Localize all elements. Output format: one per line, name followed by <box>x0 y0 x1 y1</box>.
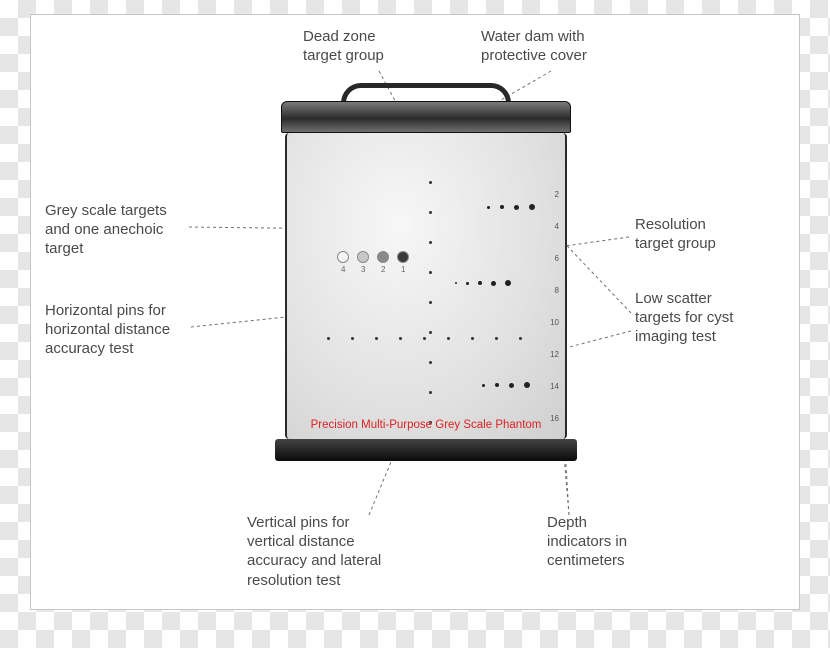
low-scatter-target <box>524 382 530 388</box>
low-scatter-target <box>529 204 535 210</box>
grey-scale-target <box>397 251 409 263</box>
vertical-pin <box>429 301 432 304</box>
low-scatter-target <box>487 206 490 209</box>
phantom-device: 4321246810121416 Precision Multi-Purpose… <box>281 101 571 461</box>
device-plate: 4321246810121416 <box>285 133 567 439</box>
depth-indicator: 12 <box>550 350 559 359</box>
vertical-pin <box>429 391 432 394</box>
label-resolution: Resolution target group <box>635 215 716 253</box>
low-scatter-target <box>514 205 519 210</box>
label-low-scatter: Low scatter targets for cyst imaging tes… <box>635 289 733 347</box>
resolution-target <box>505 280 511 286</box>
low-scatter-target <box>509 383 514 388</box>
grey-scale-number: 1 <box>401 265 405 274</box>
vertical-pin <box>429 271 432 274</box>
depth-indicator: 8 <box>555 286 559 295</box>
vertical-pin <box>429 361 432 364</box>
horizontal-pin <box>399 337 402 340</box>
horizontal-pin <box>495 337 498 340</box>
depth-indicator: 4 <box>555 222 559 231</box>
grey-scale-target <box>377 251 389 263</box>
depth-indicator: 10 <box>550 318 559 327</box>
grey-scale-number: 4 <box>341 265 345 274</box>
label-depth: Depth indicators in centimeters <box>547 513 627 571</box>
label-water-dam: Water dam with protective cover <box>481 27 587 65</box>
horizontal-pin <box>519 337 522 340</box>
grey-scale-target <box>357 251 369 263</box>
horizontal-pin <box>351 337 354 340</box>
low-scatter-target <box>495 383 499 387</box>
low-scatter-target <box>500 205 504 209</box>
horizontal-pin <box>327 337 330 340</box>
vertical-pin <box>429 181 432 184</box>
device-lid <box>281 101 571 133</box>
resolution-target <box>491 281 496 286</box>
grey-scale-target <box>337 251 349 263</box>
diagram-page: Dead zone target group Water dam with pr… <box>30 14 800 610</box>
horizontal-pin <box>447 337 450 340</box>
resolution-target <box>478 281 482 285</box>
depth-indicator: 2 <box>555 190 559 199</box>
vertical-pin <box>429 211 432 214</box>
horizontal-pin <box>375 337 378 340</box>
horizontal-pin <box>423 337 426 340</box>
depth-indicator: 14 <box>550 382 559 391</box>
resolution-target <box>466 282 469 285</box>
depth-indicator: 6 <box>555 254 559 263</box>
device-base <box>275 439 577 461</box>
device-caption: Precision Multi-Purpose Grey Scale Phant… <box>281 419 571 431</box>
vertical-pin <box>429 241 432 244</box>
grey-scale-number: 3 <box>361 265 365 274</box>
label-horizontal-pins: Horizontal pins for horizontal distance … <box>45 301 170 359</box>
low-scatter-target <box>482 384 485 387</box>
vertical-pin <box>429 331 432 334</box>
horizontal-pin <box>471 337 474 340</box>
label-vertical-pins: Vertical pins for vertical distance accu… <box>247 513 381 590</box>
label-dead-zone: Dead zone target group <box>303 27 384 65</box>
label-grey-scale: Grey scale targets and one anechoic targ… <box>45 201 167 259</box>
resolution-target <box>455 282 457 284</box>
grey-scale-number: 2 <box>381 265 385 274</box>
